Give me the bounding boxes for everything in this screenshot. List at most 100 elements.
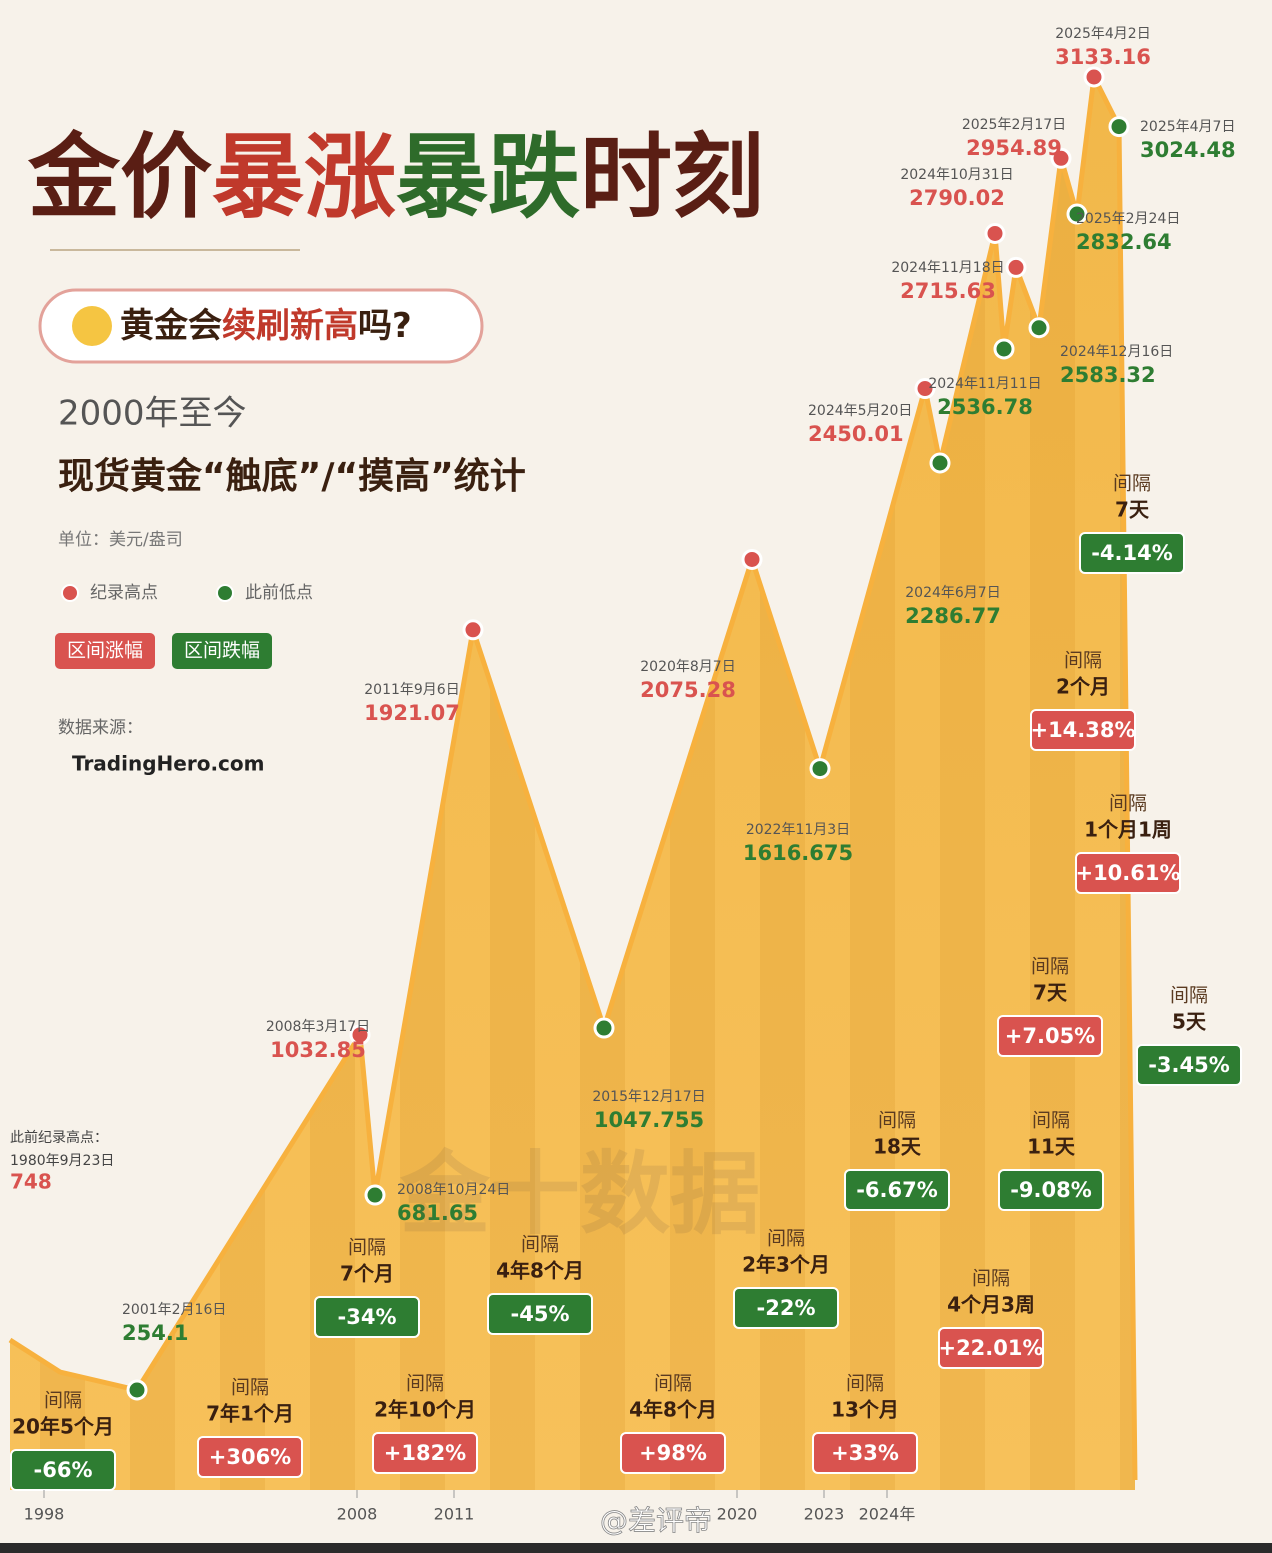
interval-label: 间隔 — [44, 1390, 82, 1412]
question-pill — [38, 288, 484, 364]
interval-box — [10, 1449, 116, 1491]
interval-duration: 5天 — [1172, 1010, 1207, 1034]
interval-change: +10.61% — [1075, 861, 1180, 885]
point — [462, 619, 484, 641]
interval-duration: 7年1个月 — [206, 1402, 294, 1426]
interval-label: 间隔 — [1170, 985, 1208, 1007]
interval-change: +98% — [639, 1441, 707, 1465]
tag-rise — [55, 633, 155, 669]
point-date: 2011年9月6日 — [364, 682, 459, 698]
point-date: 2020年8月7日 — [640, 659, 735, 675]
interval-duration: 7个月 — [340, 1262, 394, 1286]
interval-duration: 2年3个月 — [742, 1253, 830, 1277]
interval-label: 间隔 — [1031, 956, 1069, 978]
interval-duration: 7天 — [1115, 498, 1150, 522]
interval-box — [487, 1293, 593, 1335]
point — [1066, 203, 1088, 225]
heading: 现货黄金“触底”/“摸高”统计 — [58, 455, 526, 497]
prior-high-date: 1980年9月23日 — [10, 1153, 114, 1169]
interval-box — [733, 1287, 839, 1329]
interval-label: 间隔 — [1113, 473, 1151, 495]
legend: 纪录高点 此前低点 — [61, 583, 313, 603]
bottom-bar — [0, 1543, 1272, 1553]
interval-duration: 2个月 — [1056, 675, 1110, 699]
source-label: 数据来源： — [58, 718, 143, 738]
stripe — [940, 77, 985, 1490]
point-value: 1032.85 — [270, 1038, 366, 1062]
legend-marker — [61, 584, 79, 602]
interval-label: 间隔 — [767, 1228, 805, 1250]
watermark: 金十数据 — [399, 1142, 760, 1247]
interval-change: -22% — [757, 1296, 816, 1320]
x-tick-label: 2011 — [434, 1505, 475, 1524]
title-part: 暴涨 — [212, 123, 396, 231]
point-date: 2008年3月17日 — [266, 1019, 370, 1035]
prior-high-value: 748 — [10, 1170, 52, 1194]
x-tick-label: 2020 — [717, 1505, 758, 1524]
point-value: 2790.02 — [909, 186, 1005, 210]
point — [593, 1017, 615, 1039]
point — [1083, 66, 1105, 88]
interval-change: -6.67% — [856, 1178, 938, 1202]
interval-duration: 7天 — [1033, 981, 1068, 1005]
point-date: 2015年12月17日 — [592, 1089, 705, 1105]
interval-label: 间隔 — [878, 1110, 916, 1132]
point-date: 2024年11月18日 — [891, 260, 1004, 276]
interval-duration: 20年5个月 — [12, 1415, 114, 1439]
interval-box — [1030, 709, 1136, 751]
point-value: 1047.755 — [594, 1108, 704, 1132]
point-date: 2022年11月3日 — [746, 822, 850, 838]
interval-duration: 13个月 — [831, 1398, 899, 1422]
interval-label: 间隔 — [406, 1373, 444, 1395]
interval-change: +22.01% — [938, 1336, 1043, 1360]
interval-duration: 4年8个月 — [629, 1398, 717, 1422]
interval-duration: 1个月1周 — [1084, 818, 1172, 842]
interval-duration: 11天 — [1027, 1135, 1076, 1159]
point-date: 2024年11月11日 — [928, 376, 1041, 392]
interval-box — [812, 1432, 918, 1474]
interval-label: 间隔 — [1032, 1110, 1070, 1132]
interval-box — [372, 1432, 478, 1474]
point — [1108, 116, 1130, 138]
point-value: 2832.64 — [1076, 230, 1172, 254]
x-tick-label: 2024年 — [859, 1505, 916, 1524]
point-value: 3133.16 — [1055, 45, 1151, 69]
footer: @差评帝 — [600, 1504, 712, 1537]
area — [10, 77, 1135, 1490]
point-value: 1616.675 — [743, 841, 853, 865]
stripe — [850, 77, 895, 1490]
point-date: 2025年2月17日 — [962, 117, 1066, 133]
point-value: 1921.07 — [364, 701, 460, 725]
point-date: 2025年2月24日 — [1076, 211, 1180, 227]
point-value: 681.65 — [397, 1201, 478, 1225]
question-part: 吗? — [358, 306, 412, 346]
price-line — [134, 74, 1138, 1481]
interval-change: -66% — [34, 1458, 93, 1482]
point-date: 2025年4月7日 — [1140, 119, 1235, 135]
title-part: 金价 — [27, 123, 212, 231]
point-value: 254.1 — [122, 1321, 188, 1345]
interval-change: +7.05% — [1005, 1024, 1095, 1048]
point-value: 2583.32 — [1060, 363, 1156, 387]
point-date: 2024年10月31日 — [900, 167, 1013, 183]
point-date: 2025年4月2日 — [1055, 26, 1150, 42]
interval-change: +306% — [209, 1445, 291, 1469]
interval-change: +33% — [831, 1441, 899, 1465]
interval-change: -3.45% — [1148, 1053, 1230, 1077]
point — [993, 338, 1015, 360]
point-value: 2075.28 — [640, 678, 736, 702]
interval-label: 间隔 — [231, 1377, 269, 1399]
point-value: 2450.01 — [808, 422, 904, 446]
interval-change: -4.14% — [1091, 541, 1173, 565]
point — [1028, 317, 1050, 339]
point — [1050, 147, 1072, 169]
interval-label: 间隔 — [846, 1373, 884, 1395]
point-date: 2024年5月20日 — [808, 403, 912, 419]
legend-label: 纪录高点 — [90, 583, 158, 603]
point-date: 2024年6月7日 — [905, 585, 1000, 601]
interval-change: +14.38% — [1030, 718, 1135, 742]
interval-label: 间隔 — [1064, 650, 1102, 672]
point — [914, 378, 936, 400]
interval-duration: 4个月3周 — [947, 1293, 1035, 1317]
